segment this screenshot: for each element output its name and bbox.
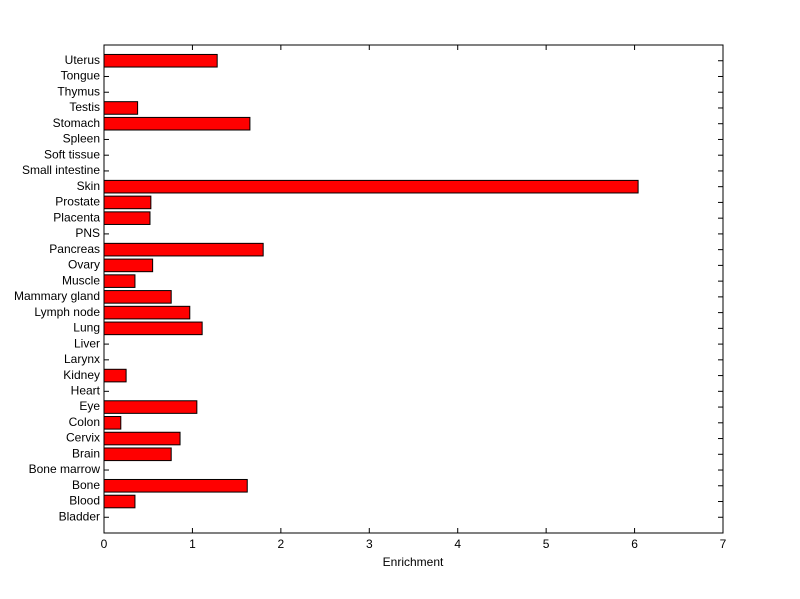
x-tick-label: 0 xyxy=(101,537,108,551)
bar xyxy=(103,305,191,320)
bar xyxy=(103,242,264,257)
bar xyxy=(103,416,122,430)
x-tick-label: 4 xyxy=(454,537,461,551)
bar xyxy=(103,321,203,336)
bar xyxy=(103,431,181,446)
y-tick-label: Colon xyxy=(69,415,100,429)
bar xyxy=(103,53,218,68)
y-tick-label: Lung xyxy=(73,321,100,335)
bar xyxy=(103,447,172,462)
y-tick-label: Mammary gland xyxy=(14,289,100,303)
y-tick-label: Eye xyxy=(79,399,100,413)
bar xyxy=(103,274,136,288)
bar xyxy=(103,195,152,210)
bar xyxy=(103,211,151,225)
plot-frame xyxy=(103,44,724,534)
y-tick-label: Tongue xyxy=(61,69,101,83)
y-tick-label: Muscle xyxy=(62,273,100,287)
y-tick-label: Thymus xyxy=(57,84,100,98)
x-tick-label: 2 xyxy=(278,537,285,551)
bar xyxy=(103,494,136,509)
x-tick-label: 7 xyxy=(720,537,727,551)
y-tick-label: Stomach xyxy=(53,116,100,130)
y-tick-label: Ovary xyxy=(68,258,100,272)
bar xyxy=(103,101,139,115)
x-tick-label: 5 xyxy=(543,537,550,551)
y-tick-label: Spleen xyxy=(63,132,100,146)
y-tick-label: Skin xyxy=(77,179,100,193)
y-tick-label: Placenta xyxy=(53,210,100,224)
y-tick-label: PNS xyxy=(75,226,100,240)
x-tick-label: 6 xyxy=(631,537,638,551)
y-tick-label: Soft tissue xyxy=(44,147,100,161)
y-tick-label: Bone xyxy=(72,478,100,492)
y-tick-label: Heart xyxy=(71,383,101,397)
y-tick-label: Larynx xyxy=(64,352,100,366)
y-tick-label: Small intestine xyxy=(22,163,100,177)
y-tick-label: Lymph node xyxy=(34,305,100,319)
y-tick-label: Brain xyxy=(72,446,100,460)
y-tick-label: Liver xyxy=(74,336,100,350)
bar xyxy=(103,258,154,273)
y-tick-label: Uterus xyxy=(65,53,100,67)
y-tick-label: Prostate xyxy=(55,195,100,209)
bar xyxy=(103,290,172,304)
bar xyxy=(103,400,198,414)
x-axis-label: Enrichment xyxy=(383,555,444,569)
bar xyxy=(103,368,127,383)
y-tick-label: Bone marrow xyxy=(29,462,101,476)
bar xyxy=(103,179,639,194)
x-tick-label: 1 xyxy=(189,537,196,551)
y-tick-label: Pancreas xyxy=(49,242,100,256)
x-tick-label: 3 xyxy=(366,537,373,551)
y-tick-label: Bladder xyxy=(59,509,100,523)
bar xyxy=(103,116,251,131)
y-tick-label: Blood xyxy=(69,494,100,508)
y-tick-label: Testis xyxy=(69,100,100,114)
y-tick-label: Cervix xyxy=(66,431,100,445)
bar xyxy=(103,478,248,493)
y-tick-label: Kidney xyxy=(63,368,100,382)
